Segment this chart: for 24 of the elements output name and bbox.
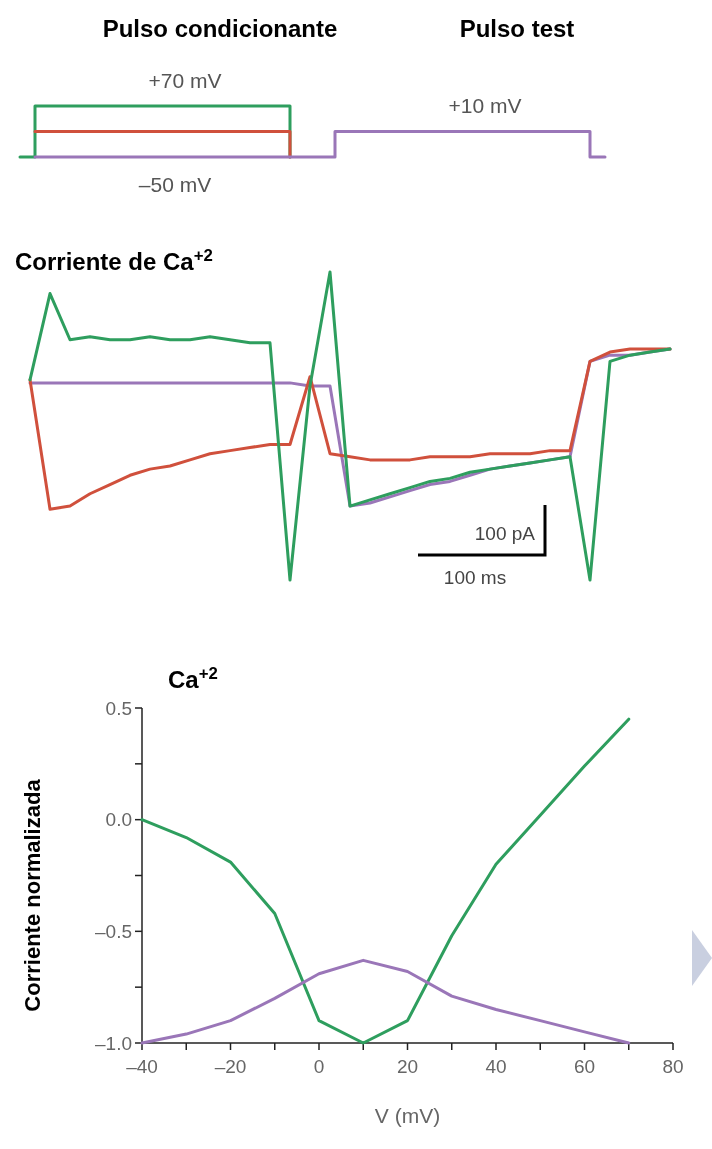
y-tick-label: 0.5 <box>105 697 132 719</box>
annotation: +10 mV <box>448 94 522 117</box>
y-tick-label: –0.5 <box>95 920 132 942</box>
y-tick-label: –1.0 <box>95 1032 132 1054</box>
chart-title: Ca$^{+2}$ <box>168 663 218 693</box>
text: +70 mV <box>148 69 222 92</box>
x-axis-title: V (mV) <box>374 1104 441 1127</box>
text: –50 mV <box>138 173 212 196</box>
y-axis-title: Corriente normalizada <box>20 778 45 1012</box>
x-tick-label: 80 <box>662 1056 684 1077</box>
line-series <box>140 958 631 1045</box>
y-tick-label: 0.0 <box>105 809 132 831</box>
x-tick-label: 40 <box>485 1056 507 1077</box>
x-tick-label: 0 <box>313 1056 325 1077</box>
x-tick-label: –40 <box>126 1056 158 1077</box>
annotation: 100 pA <box>474 523 536 544</box>
line-series <box>140 717 631 1045</box>
annotation: 100 ms <box>443 567 507 588</box>
chart-title: Corriente de Ca$^{+2}$ <box>15 245 213 275</box>
x-tick-label: –20 <box>214 1056 247 1077</box>
text: Pulso condicionante <box>102 15 338 42</box>
x-tick-label: 20 <box>396 1056 419 1077</box>
x-tick-label: 60 <box>573 1056 596 1077</box>
text: Pulso test <box>459 15 575 42</box>
